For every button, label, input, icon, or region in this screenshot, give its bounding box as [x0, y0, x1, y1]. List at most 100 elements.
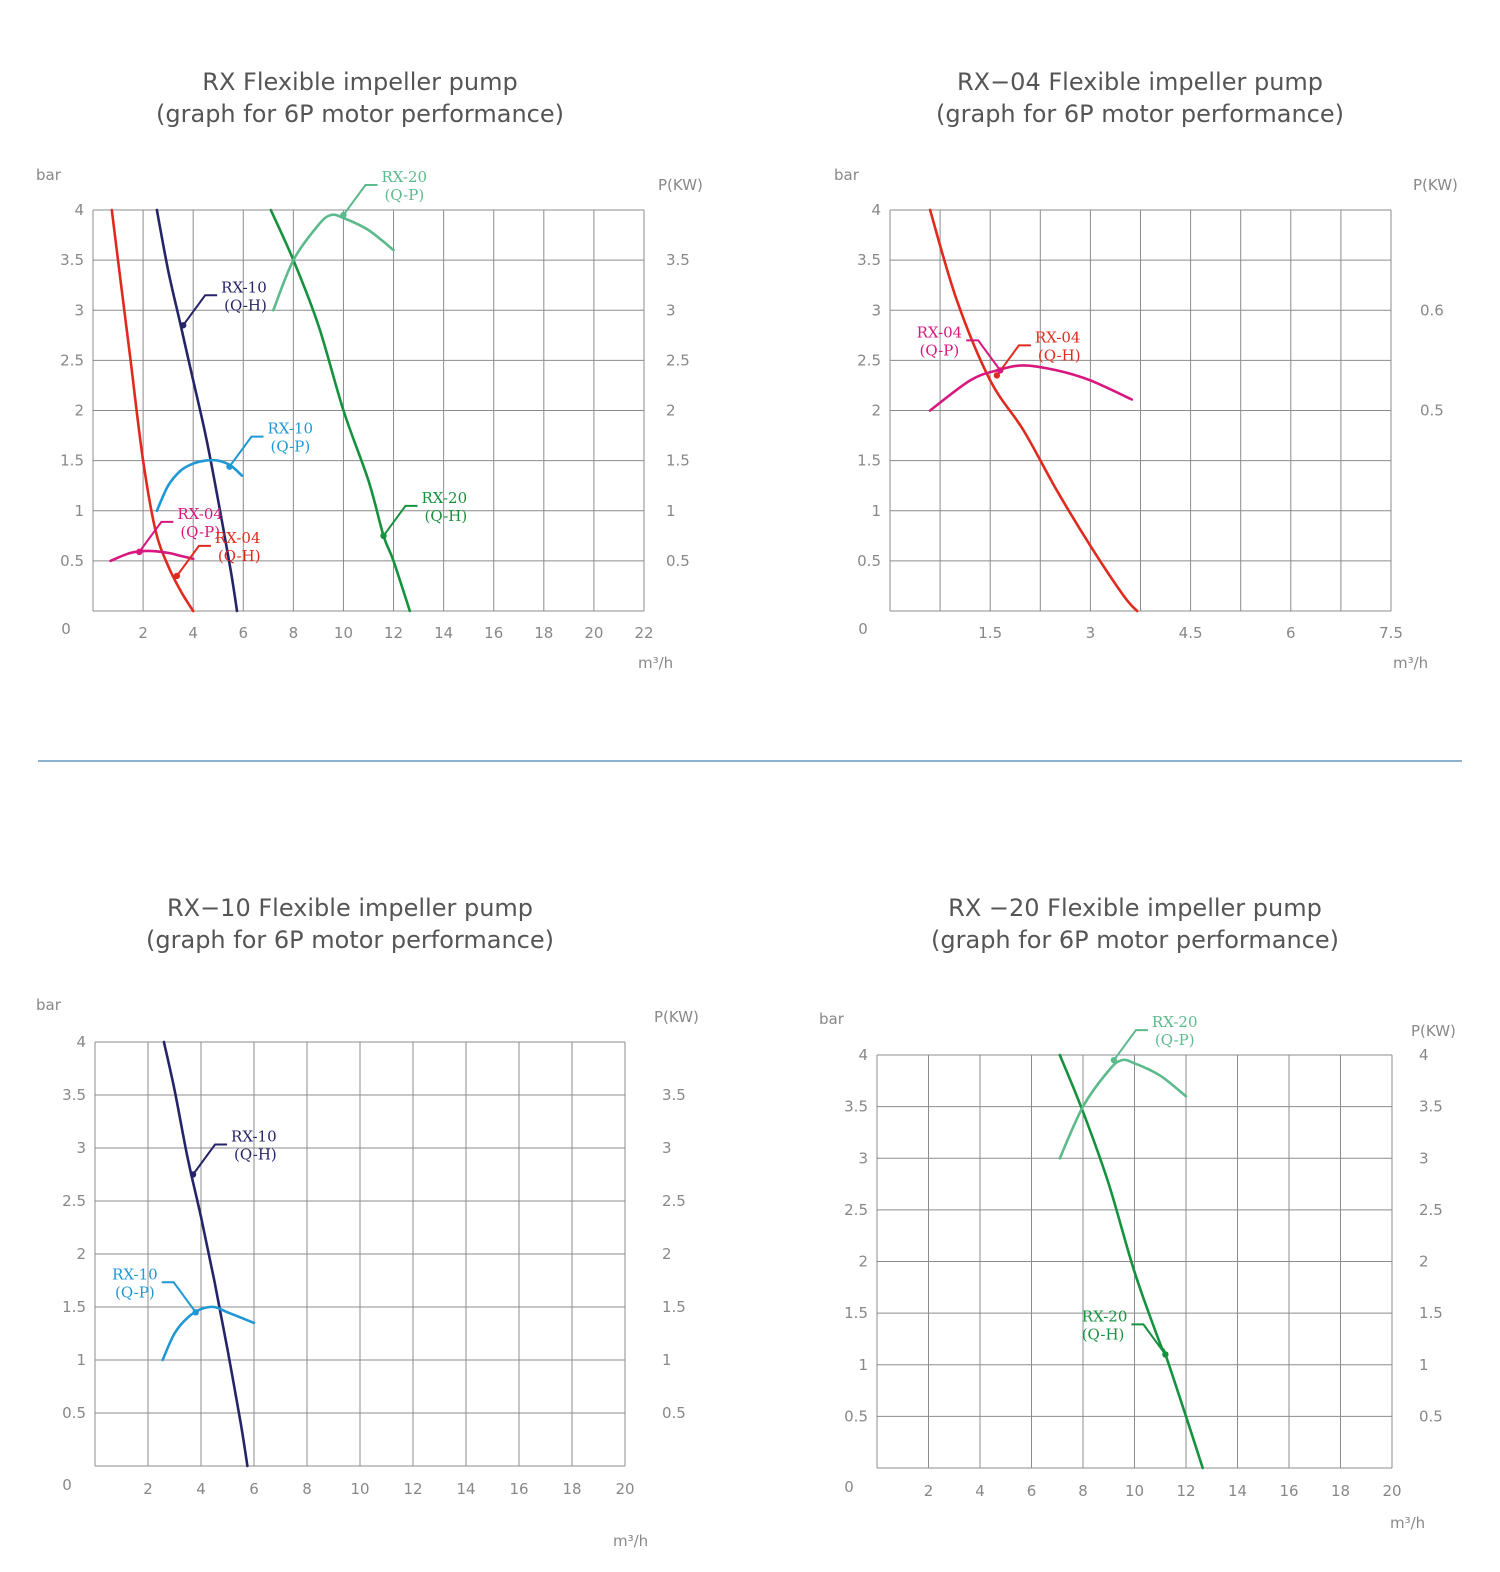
series-annotation: RX-10(Q-H) [189, 1128, 277, 1178]
x-tick-label: 10 [1125, 1482, 1144, 1500]
y-tick-label: 1 [858, 1356, 868, 1374]
y-tick-label: 3 [74, 301, 84, 319]
y-tick-label: 2.5 [60, 351, 84, 369]
annotation-label: RX-10 [267, 420, 313, 438]
annotation-leader [966, 339, 1002, 371]
y-tick-label: 3.5 [60, 251, 84, 269]
y-axis-label: bar [819, 1010, 845, 1028]
chart-4-title-line: RX −20 Flexible impeller pump [948, 894, 1322, 922]
y-tick-label: 0.5 [857, 552, 881, 570]
annotation-sublabel: (Q-H) [234, 1146, 277, 1164]
annotation-leader [996, 344, 1031, 377]
y-axis-label: bar [36, 996, 62, 1014]
series-annotation: RX-04(Q-H) [173, 529, 261, 580]
x-axis-label: m³/h [1393, 654, 1428, 672]
y-tick-label: 0.5 [60, 552, 84, 570]
annotation-label: RX-04 [177, 505, 223, 523]
x-tick-label: 12 [1176, 1482, 1195, 1500]
y-tick-label: 2 [76, 1245, 86, 1263]
y-tick-label: 0.5 [62, 1404, 86, 1422]
y2-tick-label: 3 [666, 301, 676, 319]
chart-2-title: RX−04 Flexible impeller pump (graph for … [890, 66, 1390, 130]
annotation-label: RX-04 [1035, 328, 1081, 346]
x-tick-label: 12 [403, 1480, 422, 1498]
y2-tick-label: 1.5 [666, 452, 690, 470]
chart-2-subtitle-line: (graph for 6P motor performance) [936, 100, 1344, 128]
chart-3-subtitle-line: (graph for 6P motor performance) [146, 926, 554, 954]
y-tick-label: 2 [74, 402, 84, 420]
x-tick-label: 16 [1279, 1482, 1298, 1500]
x-tick-label: 4 [188, 624, 198, 642]
y2-tick-label: 1 [662, 1351, 672, 1369]
annotation-sublabel: (Q-H) [425, 507, 468, 525]
y-tick-label: 4 [76, 1033, 86, 1051]
series-line-rx-10-q-h- [155, 208, 239, 613]
x-tick-label: 2 [138, 624, 148, 642]
y-tick-label: 0 [858, 620, 868, 638]
y2-tick-label: 1 [1419, 1356, 1429, 1374]
x-tick-label: 1.5 [978, 624, 1002, 642]
annotation-sublabel: (Q-P) [384, 186, 424, 204]
y2-tick-label: 0.5 [1420, 402, 1444, 420]
annotation-label: RX-20 [381, 168, 427, 186]
y-tick-label: 3 [76, 1139, 86, 1157]
x-tick-label: 6 [1286, 624, 1296, 642]
series-line-rx-04-q-h- [928, 208, 1139, 613]
y-axis-label: bar [36, 166, 62, 184]
annotation-sublabel: (Q-P) [920, 341, 960, 359]
y2-tick-label: 3 [1419, 1149, 1429, 1167]
x-tick-label: 8 [289, 624, 299, 642]
annotation-sublabel: (Q-H) [1082, 1325, 1125, 1343]
series-annotation: RX-20(Q-P) [340, 168, 427, 219]
y2-tick-label: 0.5 [666, 552, 690, 570]
x-tick-label: 6 [238, 624, 248, 642]
y-tick-label: 2.5 [857, 351, 881, 369]
x-tick-label: 20 [1382, 1482, 1401, 1500]
y-tick-label: 3.5 [857, 251, 881, 269]
y2-axis-label: P(KW) [1413, 176, 1458, 194]
x-tick-label: 18 [562, 1480, 581, 1498]
series-annotation: RX-04(Q-H) [993, 328, 1081, 379]
series-annotation: RX-04(Q-P) [136, 505, 223, 556]
x-tick-label: 4 [196, 1480, 206, 1498]
series-line-rx-10-q-h- [162, 1040, 249, 1468]
series-line-rx-04-q-h- [110, 208, 195, 613]
series-line-rx-10-q-p- [161, 1305, 256, 1362]
y-tick-label: 2.5 [62, 1192, 86, 1210]
y-tick-label: 3.5 [62, 1086, 86, 1104]
series-line-rx-20-q-p- [272, 213, 395, 312]
y2-axis-label: P(KW) [1411, 1022, 1456, 1040]
y-tick-label: 0.5 [844, 1407, 868, 1425]
series-annotation: RX-20(Q-H) [1082, 1307, 1169, 1358]
y-tick-label: 1 [76, 1351, 86, 1369]
y-tick-label: 3 [871, 301, 881, 319]
annotation-leader [382, 504, 418, 537]
y-tick-label: 0 [844, 1478, 854, 1496]
series-annotation: RX-10(Q-P) [226, 420, 313, 470]
x-axis-label: m³/h [638, 654, 673, 672]
annotation-sublabel: (Q-H) [1038, 346, 1081, 364]
series-annotation: RX-10(Q-H) [179, 278, 267, 329]
series-line-rx-04-q-p- [928, 364, 1134, 412]
annotation-sublabel: (Q-P) [115, 1283, 155, 1301]
y2-tick-label: 0.6 [1420, 301, 1444, 319]
annotation-label: RX-10 [231, 1128, 277, 1146]
y-tick-label: 4 [858, 1046, 868, 1064]
x-tick-label: 8 [1078, 1482, 1088, 1500]
x-tick-label: 14 [434, 624, 453, 642]
y-tick-label: 1.5 [62, 1298, 86, 1316]
y-tick-label: 1.5 [844, 1304, 868, 1322]
y-tick-label: 2 [871, 402, 881, 420]
grid [94, 1041, 626, 1467]
y-tick-label: 4 [871, 201, 881, 219]
grid [876, 1054, 1393, 1469]
annotation-leader [192, 1143, 228, 1176]
x-axis-label: m³/h [613, 1532, 648, 1550]
annotation-label: RX-20 [422, 489, 468, 507]
y2-tick-label: 1.5 [662, 1298, 686, 1316]
x-tick-label: 12 [384, 624, 403, 642]
series-annotation: RX-20(Q-P) [1110, 1013, 1198, 1064]
y2-tick-label: 2.5 [662, 1192, 686, 1210]
annotation-label: RX-20 [1152, 1013, 1198, 1031]
